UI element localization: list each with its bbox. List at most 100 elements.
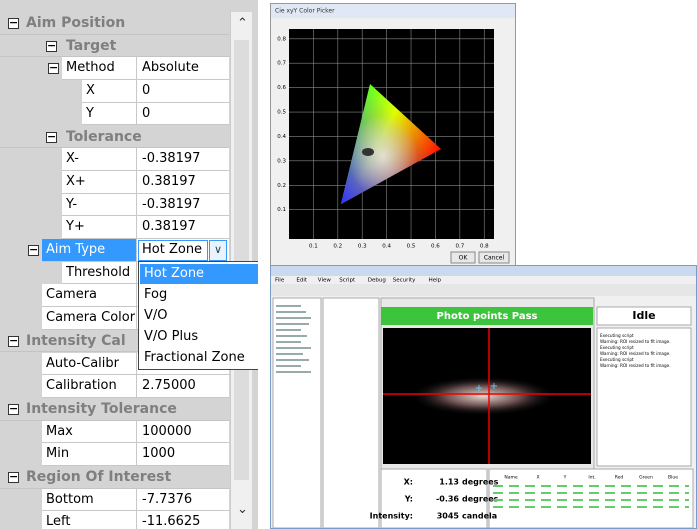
status-text: Photo points Pass [437, 311, 538, 322]
x-tick-label: 0.2 [333, 244, 342, 250]
property-value: -11.6625 [142, 514, 201, 529]
section-header [0, 466, 229, 489]
label-cell [62, 216, 137, 239]
collapse-toggle[interactable]: − [46, 131, 57, 143]
property-value: 0 [142, 83, 151, 99]
property-label: Y- [66, 196, 78, 212]
log-panel [596, 327, 692, 467]
scroll-up[interactable]: ⌃ [237, 16, 248, 31]
property-value: 2.75000 [142, 378, 196, 394]
value-cell [137, 443, 229, 466]
menu-item: View [318, 278, 332, 284]
x-tick-label: 0.4 [382, 244, 391, 250]
scroll-thumb[interactable] [234, 40, 249, 480]
section-header [0, 397, 229, 421]
collapse-toggle[interactable]: − [28, 245, 39, 256]
value-cell [137, 193, 229, 217]
dropdown-option[interactable]: Fog [144, 286, 168, 302]
value-cell [137, 216, 229, 239]
section-title: Aim Position [26, 15, 126, 31]
menu-item: File [275, 278, 285, 284]
table-header: Blue [668, 475, 678, 481]
readout-label: Y: [404, 495, 413, 504]
log-line: Executing script [600, 357, 634, 362]
collapse-toggle[interactable]: − [8, 403, 19, 415]
label-cell [42, 511, 137, 529]
collapse-toggle[interactable]: − [8, 335, 19, 347]
property-value: -0.38197 [142, 196, 201, 212]
property-label: X- [66, 151, 79, 167]
collapse-toggle[interactable]: − [8, 472, 19, 483]
table-header: Name [504, 475, 518, 481]
gamut-white [341, 84, 441, 204]
dropdown-option[interactable]: Hot Zone [140, 263, 258, 284]
x-tick-label: 0.8 [480, 244, 489, 250]
table-header: Y [563, 475, 567, 481]
label-cell [42, 352, 137, 376]
readout-value: 1.13 [439, 478, 459, 487]
state-text: Idle [632, 309, 655, 322]
property-value: Absolute [142, 60, 199, 76]
x-tick-label: 0.6 [431, 244, 440, 250]
log-line: Warning: ROI resized to fit image. [600, 363, 671, 368]
log-line: Executing script [600, 333, 634, 338]
label-cell [62, 148, 137, 171]
results-table [488, 468, 694, 528]
x-tick-label: 0.1 [309, 244, 318, 250]
status-banner [381, 307, 593, 325]
label-cell [42, 420, 137, 444]
section-title: Intensity Tolerance [26, 400, 177, 417]
label-cell [62, 57, 137, 81]
marker [362, 148, 374, 156]
ok-button[interactable] [450, 251, 476, 264]
cancel-button[interactable] [478, 251, 510, 264]
x-tick-label: 0.5 [407, 244, 416, 250]
property-value: 100000 [142, 423, 192, 439]
window-title: Cie xyY Color Picker [275, 8, 335, 15]
scroll-down[interactable]: ⌄ [237, 502, 248, 517]
section-title: Intensity Cal [26, 332, 126, 349]
ok-label[interactable]: OK [459, 255, 469, 262]
property-label: Y+ [66, 219, 85, 235]
table-header: X [536, 475, 539, 481]
log-line: Warning: ROI resized to fit image. [600, 339, 671, 344]
property-label: Bottom [46, 491, 94, 507]
dropdown-option[interactable]: Fractional Zone [144, 349, 245, 365]
table-header: Red [615, 475, 624, 481]
marker: + [490, 381, 498, 392]
property-label: Method [66, 60, 115, 76]
collapse-toggle[interactable]: − [48, 63, 59, 75]
title-bar [271, 266, 696, 276]
dropdown-button[interactable]: ∨ [209, 240, 227, 261]
label-cell [42, 284, 137, 308]
marker: + [475, 383, 483, 394]
property-label: Threshold [66, 264, 131, 280]
label-cell [42, 239, 137, 262]
app-window: Photo points Pass + + Idle File Edit View S… [270, 265, 697, 529]
label-cell [42, 443, 137, 466]
property-value: Hot Zone [142, 242, 203, 257]
menu-item: Edit [296, 278, 307, 284]
menu-item: Debug [368, 278, 386, 284]
property-value: -7.7376 [142, 491, 193, 507]
y-tick-label: 0.7 [277, 61, 286, 67]
property-value: -0.38197 [142, 151, 201, 167]
readout-label: Intensity: [370, 512, 413, 521]
readout-value: -0.36 [436, 495, 459, 504]
y-tick-label: 0.2 [277, 183, 286, 189]
dropdown-list: Hot Zone Fog V/O V/O Plus Fractional Zone [138, 260, 258, 370]
y-tick-label: 0.1 [277, 207, 286, 213]
label-cell [42, 488, 137, 512]
readout-unit: degrees [462, 478, 499, 487]
dropdown-option[interactable]: V/O Plus [144, 328, 199, 344]
dropdown[interactable] [138, 240, 208, 261]
x-tick-label: 0.7 [455, 244, 464, 250]
property-value: 1000 [142, 446, 176, 462]
collapse-toggle[interactable]: − [8, 18, 19, 29]
value-cell [137, 488, 229, 512]
dropdown-option[interactable]: V/O [144, 307, 168, 323]
cancel-label[interactable]: Cancel [484, 255, 505, 262]
section-title: Target [66, 37, 117, 54]
collapse-toggle[interactable]: − [46, 40, 57, 52]
